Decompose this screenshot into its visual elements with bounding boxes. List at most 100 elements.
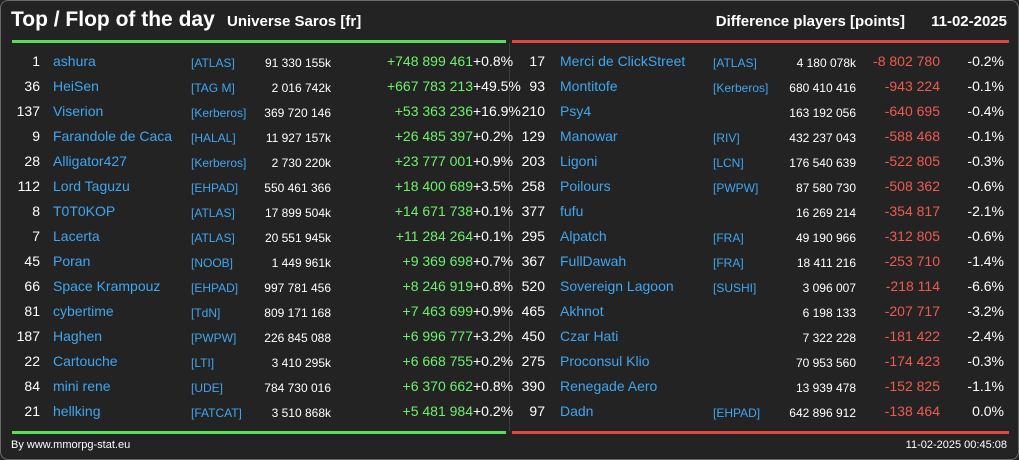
top-row: 112 Lord Taguzu [EHPAD] 550 461 366 +18 400 …: [1, 174, 513, 199]
player-name-link[interactable]: cybertime: [53, 303, 114, 319]
points-difference: +18 400 689: [394, 178, 473, 194]
player-name-link[interactable]: Haghen: [53, 328, 103, 344]
player-name-link[interactable]: Dadn: [560, 403, 594, 419]
alliance-tag-link[interactable]: [UDE]: [191, 381, 224, 395]
player-rank: 93: [529, 78, 545, 94]
player-name-link[interactable]: Poran: [53, 253, 91, 269]
page-title: Top / Flop of the day: [11, 8, 215, 31]
player-name-link[interactable]: Space Krampouz: [53, 278, 161, 294]
player-rank: 295: [521, 228, 545, 244]
points-difference: -588 468: [884, 128, 940, 144]
alliance-tag-link[interactable]: [FATCAT]: [191, 406, 242, 420]
flop-row: 97 Dadn [EHPAD] 642 896 912 -138 464 0.0%: [1, 399, 1018, 424]
player-name-link[interactable]: Alpatch: [560, 228, 607, 244]
alliance-tag-link[interactable]: [ATLAS]: [191, 56, 235, 70]
alliance-tag-link[interactable]: [ATLAS]: [713, 56, 757, 70]
player-name-link[interactable]: T0T0KOP: [53, 203, 116, 219]
player-name-link[interactable]: Proconsul Klio: [560, 353, 650, 369]
alliance-tag-link[interactable]: [RIV]: [713, 131, 740, 145]
flop-row: 129 Manowar [RIV] 432 237 043 -588 468 -0.1%: [1, 124, 1018, 149]
player-name-link[interactable]: FullDawah: [560, 253, 627, 269]
points-difference: -943 224: [884, 78, 940, 94]
ranking-subtitle: Difference players [points]: [715, 13, 905, 30]
alliance-tag-link[interactable]: [FRA]: [713, 256, 744, 270]
player-name-link[interactable]: Viserion: [53, 103, 104, 119]
alliance-tag-link[interactable]: [PWPW]: [713, 181, 759, 195]
player-rank: 17: [529, 53, 545, 69]
alliance-tag-link[interactable]: [ATLAS]: [191, 206, 235, 220]
header: Top / Flop of the day Universe Saros [fr…: [1, 1, 1018, 41]
alliance-tag-link[interactable]: [FRA]: [713, 231, 744, 245]
top-divider-bar: [12, 40, 506, 43]
player-name-link[interactable]: Poilours: [560, 178, 611, 194]
player-name-link[interactable]: Sovereign Lagoon: [560, 278, 674, 294]
player-points: 17 899 504k: [264, 206, 331, 220]
points-difference: +7 463 699: [402, 303, 473, 319]
player-rank: 203: [521, 153, 545, 169]
points-difference: +8 246 919: [402, 278, 473, 294]
percent-change: -0.1%: [967, 78, 1004, 94]
alliance-tag-link[interactable]: [TdN]: [191, 306, 221, 320]
flop-row: 390 Renegade Aero 13 939 478 -152 825 -1.1%: [1, 374, 1018, 399]
player-name-link[interactable]: Manowar: [560, 128, 618, 144]
player-points: 997 781 456: [264, 281, 331, 295]
flop-row: 520 Sovereign Lagoon [SUSHI] 3 096 007 -218 …: [1, 274, 1018, 299]
points-difference: -253 710: [884, 253, 940, 269]
flop-row: 17 Merci de ClickStreet [ATLAS] 4 180 078k -…: [1, 49, 1018, 74]
alliance-tag-link[interactable]: [ATLAS]: [191, 231, 235, 245]
player-name-link[interactable]: Cartouche: [53, 353, 118, 369]
player-name-link[interactable]: Psy4: [560, 103, 592, 119]
alliance-tag-link[interactable]: [Kerberos]: [191, 106, 247, 120]
player-rank: 450: [521, 328, 545, 344]
flop-row: 258 Poilours [PWPW] 87 580 730 -508 362 -0.6%: [1, 174, 1018, 199]
player-name-link[interactable]: ashura: [53, 53, 96, 69]
player-name-link[interactable]: Akhnot: [560, 303, 604, 319]
top-row: 21 hellking [FATCAT] 3 510 868k +5 481 984 +0…: [1, 399, 513, 424]
alliance-tag-link[interactable]: [EHPAD]: [191, 281, 239, 295]
points-difference: -152 825: [884, 378, 940, 394]
top-row: 36 HeiSen [TAG M] 2 016 742k +667 783 213 +49…: [1, 74, 520, 99]
player-name-link[interactable]: Merci de ClickStreet: [560, 53, 686, 69]
alliance-tag-link[interactable]: [LCN]: [713, 156, 744, 170]
player-name-link[interactable]: Czar Hati: [560, 328, 619, 344]
player-name-link[interactable]: Lord Taguzu: [53, 178, 130, 194]
player-name-link[interactable]: hellking: [53, 403, 101, 419]
player-name-link[interactable]: Farandole de Caca: [53, 128, 173, 144]
player-name-link[interactable]: Alligator427: [53, 153, 127, 169]
player-name-link[interactable]: fufu: [560, 203, 584, 219]
player-points: 2 016 742k: [271, 81, 331, 95]
alliance-tag-link[interactable]: [Kerberos]: [713, 81, 769, 95]
points-difference: -508 362: [884, 178, 940, 194]
points-difference: +6 370 662: [402, 378, 473, 394]
alliance-tag-link[interactable]: [HALAL]: [191, 131, 236, 145]
top-row: 81 cybertime [TdN] 809 171 168 +7 463 699 +0.…: [1, 299, 513, 324]
alliance-tag-link[interactable]: [NOOB]: [191, 256, 234, 270]
player-points: 3 410 295k: [271, 356, 331, 370]
points-difference: -354 817: [884, 203, 940, 219]
flop-row: 367 FullDawah [FRA] 18 411 216 -253 710 -1.4%: [1, 249, 1018, 274]
points-difference: +53 363 236: [394, 103, 473, 119]
percent-change: -2.4%: [967, 328, 1004, 344]
percent-change: -0.1%: [967, 128, 1004, 144]
percent-change: -3.2%: [967, 303, 1004, 319]
player-name-link[interactable]: HeiSen: [53, 78, 99, 94]
player-points: 2 730 220k: [271, 156, 331, 170]
player-name-link[interactable]: Renegade Aero: [560, 378, 658, 394]
top-row: 137 Viserion [Kerberos] 369 720 146 +53 363 …: [1, 99, 521, 124]
player-points: 642 896 912: [789, 406, 856, 420]
player-name-link[interactable]: Ligoni: [560, 153, 598, 169]
alliance-tag-link[interactable]: [LTI]: [191, 356, 215, 370]
player-points: 91 330 155k: [264, 56, 331, 70]
alliance-tag-link[interactable]: [TAG M]: [191, 81, 235, 95]
generated-timestamp: 11-02-2025 00:45:08: [905, 439, 1007, 451]
player-rank: 81: [24, 303, 40, 319]
alliance-tag-link[interactable]: [EHPAD]: [191, 181, 239, 195]
player-name-link[interactable]: Montitofe: [560, 78, 618, 94]
player-name-link[interactable]: mini rene: [53, 378, 111, 394]
alliance-tag-link[interactable]: [Kerberos]: [191, 156, 247, 170]
alliance-tag-link[interactable]: [SUSHI]: [713, 281, 757, 295]
alliance-tag-link[interactable]: [EHPAD]: [713, 406, 761, 420]
player-name-link[interactable]: Lacerta: [53, 228, 100, 244]
player-rank: 137: [16, 103, 40, 119]
alliance-tag-link[interactable]: [PWPW]: [191, 331, 237, 345]
